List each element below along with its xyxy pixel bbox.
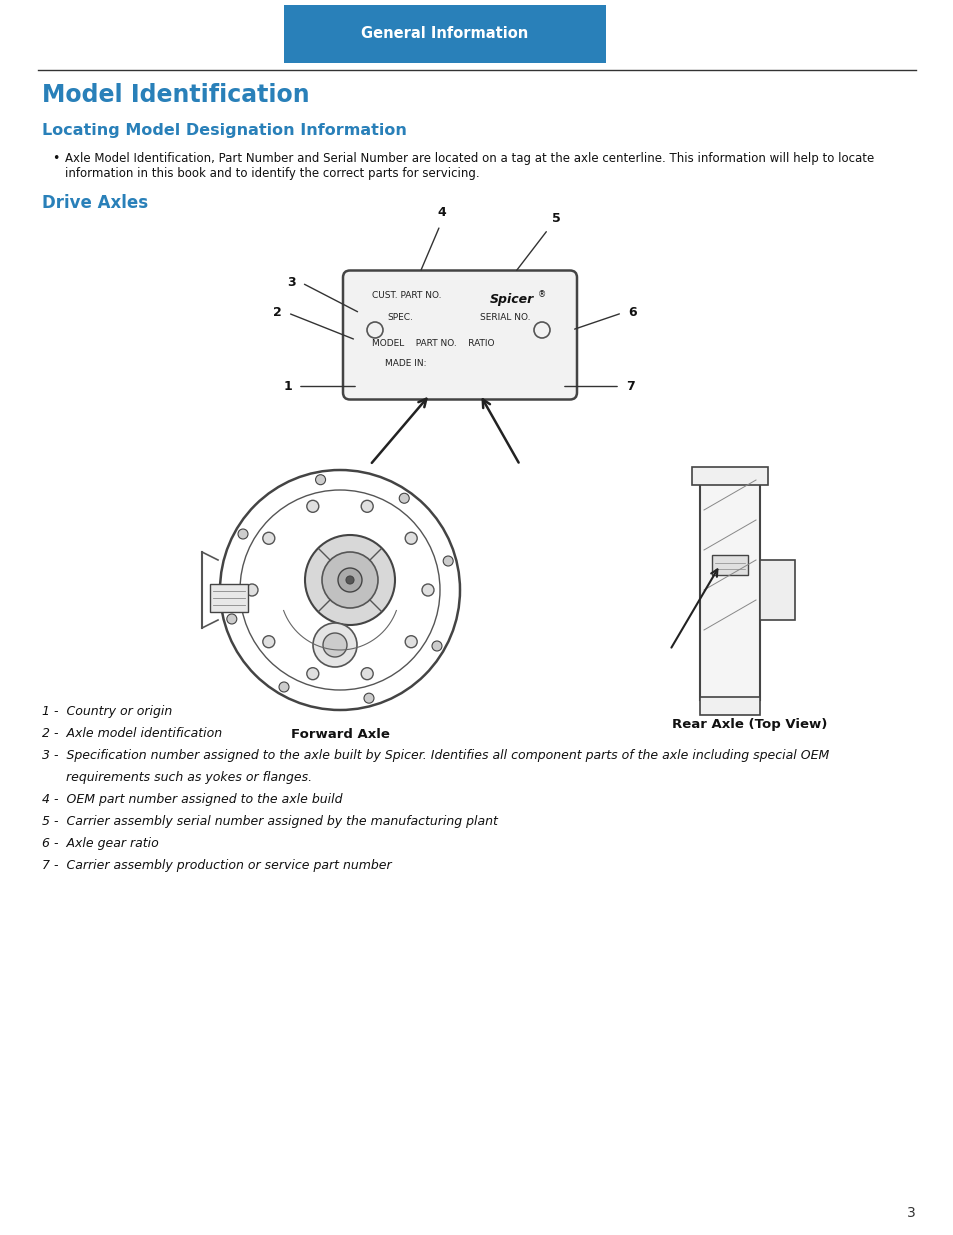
Circle shape <box>307 500 318 513</box>
Bar <box>700 697 760 715</box>
Bar <box>691 467 767 485</box>
Text: Forward Axle: Forward Axle <box>291 727 389 741</box>
Bar <box>210 584 248 613</box>
Circle shape <box>278 682 289 692</box>
FancyBboxPatch shape <box>343 270 577 399</box>
Circle shape <box>323 634 347 657</box>
Text: 3: 3 <box>906 1207 915 1220</box>
Text: 1: 1 <box>283 380 292 393</box>
Text: 1 -  Country or origin: 1 - Country or origin <box>42 705 172 718</box>
Text: 5: 5 <box>552 212 560 226</box>
Bar <box>760 559 794 620</box>
Circle shape <box>315 474 325 484</box>
Text: MODEL    PART NO.    RATIO: MODEL PART NO. RATIO <box>372 338 494 347</box>
Text: 7 -  Carrier assembly production or service part number: 7 - Carrier assembly production or servi… <box>42 860 392 872</box>
Circle shape <box>262 532 274 545</box>
Text: requirements such as yokes or flanges.: requirements such as yokes or flanges. <box>42 771 312 784</box>
Circle shape <box>405 636 416 647</box>
Circle shape <box>398 493 409 503</box>
Circle shape <box>337 568 361 592</box>
Text: MADE IN:: MADE IN: <box>385 358 426 368</box>
Text: Spicer: Spicer <box>490 294 534 306</box>
Circle shape <box>361 500 373 513</box>
Circle shape <box>346 576 354 584</box>
Text: 2 -  Axle model identification: 2 - Axle model identification <box>42 727 222 740</box>
Text: General Information: General Information <box>361 26 528 42</box>
Text: CUST. PART NO.: CUST. PART NO. <box>372 290 441 300</box>
Text: Drive Axles: Drive Axles <box>42 194 148 212</box>
Circle shape <box>262 636 274 647</box>
Text: 2: 2 <box>273 306 282 320</box>
Text: information in this book and to identify the correct parts for servicing.: information in this book and to identify… <box>65 167 479 180</box>
Circle shape <box>237 529 248 538</box>
Text: 4: 4 <box>437 206 446 220</box>
Text: ®: ® <box>537 290 546 300</box>
Text: Locating Model Designation Information: Locating Model Designation Information <box>42 124 406 138</box>
Circle shape <box>421 584 434 597</box>
Circle shape <box>322 552 377 608</box>
Text: 7: 7 <box>625 380 634 393</box>
Bar <box>711 555 747 576</box>
Text: Rear Axle (Top View): Rear Axle (Top View) <box>672 718 827 731</box>
Text: 6 -  Axle gear ratio: 6 - Axle gear ratio <box>42 837 158 850</box>
Text: 3 -  Specification number assigned to the axle built by Spicer. Identifies all c: 3 - Specification number assigned to the… <box>42 748 828 762</box>
Text: 6: 6 <box>627 306 636 320</box>
Bar <box>284 5 605 63</box>
Bar <box>700 480 760 700</box>
Text: •: • <box>52 152 59 165</box>
Text: Axle Model Identification, Part Number and Serial Number are located on a tag at: Axle Model Identification, Part Number a… <box>65 152 873 165</box>
Circle shape <box>361 668 373 679</box>
Circle shape <box>227 614 236 624</box>
Circle shape <box>405 532 416 545</box>
Text: Model Identification: Model Identification <box>42 83 310 107</box>
Circle shape <box>313 622 356 667</box>
Text: 4 -  OEM part number assigned to the axle build: 4 - OEM part number assigned to the axle… <box>42 793 342 806</box>
Circle shape <box>364 693 374 703</box>
Circle shape <box>432 641 441 651</box>
Circle shape <box>443 556 453 566</box>
Text: SPEC.: SPEC. <box>387 312 413 321</box>
Text: 5 -  Carrier assembly serial number assigned by the manufacturing plant: 5 - Carrier assembly serial number assig… <box>42 815 497 827</box>
Circle shape <box>305 535 395 625</box>
Circle shape <box>246 584 257 597</box>
Circle shape <box>307 668 318 679</box>
Text: 3: 3 <box>287 277 295 289</box>
Text: SERIAL NO.: SERIAL NO. <box>479 312 530 321</box>
